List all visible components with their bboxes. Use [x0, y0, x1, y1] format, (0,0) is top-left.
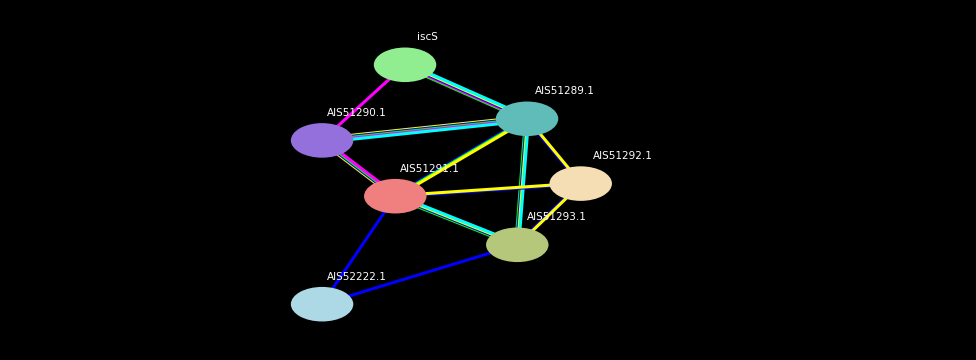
Ellipse shape — [486, 228, 549, 262]
Text: AIS51289.1: AIS51289.1 — [535, 86, 594, 96]
Text: AIS51291.1: AIS51291.1 — [400, 164, 460, 174]
Text: AIS52222.1: AIS52222.1 — [327, 272, 386, 282]
Ellipse shape — [291, 123, 353, 158]
Text: AIS51290.1: AIS51290.1 — [327, 108, 386, 118]
Ellipse shape — [291, 287, 353, 321]
Ellipse shape — [549, 166, 612, 201]
Text: AIS51293.1: AIS51293.1 — [527, 212, 587, 222]
Text: AIS51292.1: AIS51292.1 — [592, 151, 652, 161]
Ellipse shape — [364, 179, 427, 213]
Ellipse shape — [374, 48, 436, 82]
Ellipse shape — [496, 102, 558, 136]
Text: iscS: iscS — [417, 32, 437, 42]
